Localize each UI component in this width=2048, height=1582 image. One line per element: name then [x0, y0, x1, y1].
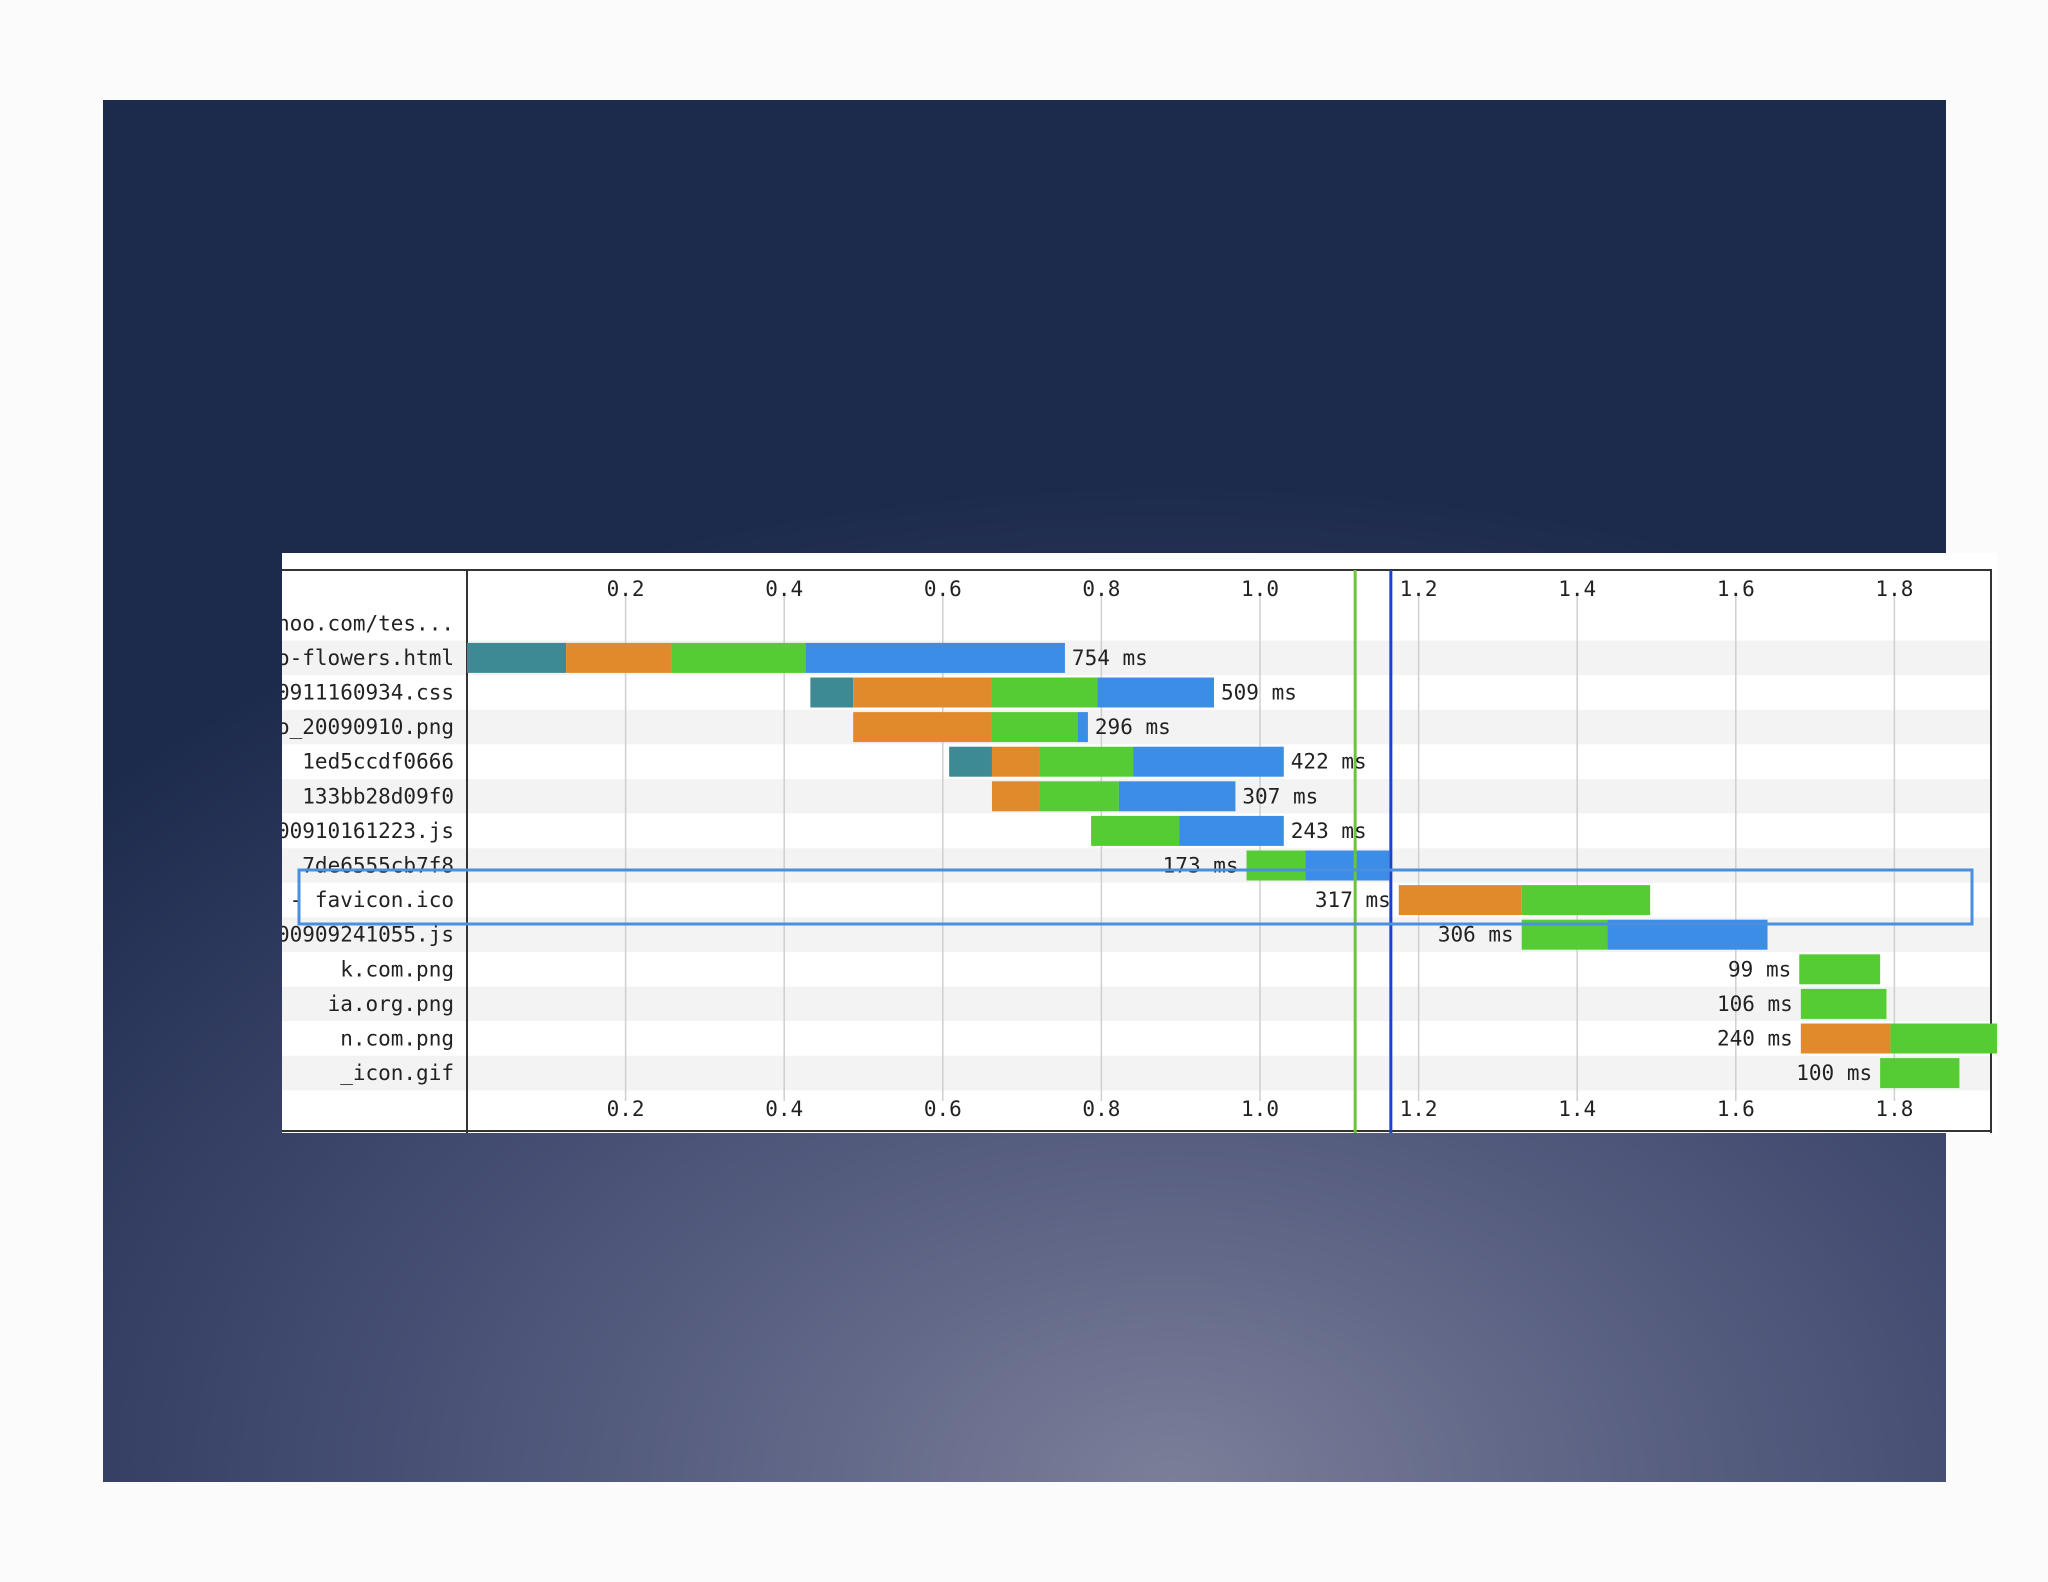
duration-label: 99 ms: [1728, 957, 1791, 981]
request-label[interactable]: k.com.png: [340, 957, 454, 981]
bar-segment-connect: [1800, 1023, 1891, 1054]
bar-segment-dns: [949, 746, 992, 777]
request-label[interactable]: 7de6555cb7f8: [302, 854, 454, 878]
request-label[interactable]: 133bb28d09f0: [302, 784, 454, 808]
axis-tick-label: 1.6: [1717, 577, 1755, 601]
request-label[interactable]: o-flowers.html: [282, 646, 454, 670]
bar-segment-download: [805, 642, 1065, 673]
bar-segment-connect: [1398, 885, 1522, 916]
duration-label: 754 ms: [1072, 646, 1148, 670]
bar-segment-dns: [467, 642, 567, 673]
row-background: [282, 848, 1992, 883]
request-label[interactable]: _icon.gif: [340, 1061, 454, 1085]
request-label[interactable]: hoo.com/tes...: [282, 611, 454, 635]
axis-tick-label: 0.6: [924, 1097, 962, 1121]
duration-label: 509 ms: [1221, 681, 1297, 705]
request-label[interactable]: 00909241055.js: [282, 923, 454, 947]
axis-tick-label: 0.6: [924, 577, 962, 601]
timing-markers: [1353, 570, 1393, 1133]
row-background: [282, 1055, 1992, 1091]
bar-segment-ttfb: [1246, 850, 1306, 881]
bar-segment-ttfb: [1800, 988, 1887, 1019]
bar-segment-ttfb: [991, 677, 1098, 708]
favicon-highlight-box: [297, 868, 1974, 926]
bar-segment-download: [1305, 850, 1390, 881]
axis-tick-label: 0.8: [1082, 1097, 1120, 1121]
duration-label: 307 ms: [1242, 784, 1318, 808]
row-background: [282, 986, 1992, 1022]
row-background: [282, 1021, 1992, 1056]
request-label[interactable]: 0911160934.css: [282, 681, 454, 705]
waterfall-svg: 0.2 0.4 0.6 0.8 1.0 1.2 1.4 1.6 1.8 0.2 0.4 0.6 0.8…: [282, 569, 1997, 1133]
bar-segment-connect: [991, 781, 1040, 812]
axis-tick-label: 1.0: [1241, 577, 1279, 601]
axis-tick-label: 1.6: [1717, 1097, 1755, 1121]
bar-segment-dns: [810, 677, 854, 708]
request-label[interactable]: ia.org.png: [328, 992, 454, 1016]
duration-labels: 754 ms 509 ms 296 ms 422 ms 307 ms 243 ms 173 …: [1072, 646, 1872, 1085]
request-label[interactable]: - favicon.ico: [290, 888, 454, 912]
bar-segment-connect: [853, 677, 992, 708]
request-label[interactable]: 00910161223.js: [282, 819, 454, 843]
row-background: [282, 882, 1992, 918]
bottom-axis-ticks: 0.2 0.4 0.6 0.8 1.0 1.2 1.4 1.6 1.8: [607, 1097, 1914, 1121]
request-label[interactable]: o_20090910.png: [282, 715, 454, 739]
axis-tick-label: 1.2: [1400, 1097, 1438, 1121]
bar-segment-ttfb: [1799, 954, 1881, 985]
axis-tick-label: 0.4: [765, 577, 803, 601]
axis-tick-label: 0.2: [607, 577, 645, 601]
axis-tick-label: 0.2: [607, 1097, 645, 1121]
axis-tick-label: 0.4: [765, 1097, 803, 1121]
bar-segment-connect: [566, 642, 672, 673]
duration-label: 317 ms: [1315, 888, 1391, 912]
bar-segment-ttfb: [1091, 815, 1180, 846]
duration-label: 296 ms: [1095, 715, 1171, 739]
axis-tick-label: 1.8: [1875, 577, 1913, 601]
bar-segment-ttfb: [1880, 1058, 1960, 1089]
axis-tick-label: 1.0: [1241, 1097, 1279, 1121]
duration-label: 240 ms: [1717, 1027, 1793, 1051]
duration-label: 106 ms: [1717, 992, 1793, 1016]
bar-segment-ttfb: [1890, 1023, 1997, 1054]
bar-segment-download: [1133, 746, 1284, 777]
request-labels: hoo.com/tes... o-flowers.html 0911160934.c…: [282, 611, 454, 1085]
axis-tick-label: 1.4: [1558, 1097, 1596, 1121]
bar-segment-ttfb: [991, 712, 1078, 743]
duration-label: 173 ms: [1163, 854, 1239, 878]
axis-tick-label: 0.8: [1082, 577, 1120, 601]
bar-segment-ttfb: [1521, 885, 1651, 916]
axis-tick-label: 1.8: [1875, 1097, 1913, 1121]
bar-segment-ttfb: [671, 642, 806, 673]
axis-tick-label: 1.4: [1558, 577, 1596, 601]
duration-label: 422 ms: [1291, 750, 1367, 774]
top-axis-ticks: 0.2 0.4 0.6 0.8 1.0 1.2 1.4 1.6 1.8: [607, 577, 1914, 601]
bar-segment-download: [1077, 712, 1088, 743]
row-background: [282, 606, 1992, 641]
duration-label: 100 ms: [1796, 1061, 1872, 1085]
request-bars: [467, 642, 1997, 1089]
bar-segment-connect: [853, 712, 992, 743]
request-label[interactable]: n.com.png: [340, 1027, 454, 1051]
bar-segment-download: [1179, 815, 1284, 846]
row-background: [282, 709, 1992, 745]
bar-segment-ttfb: [1039, 781, 1119, 812]
axis-tick-label: 1.2: [1400, 577, 1438, 601]
duration-label: 306 ms: [1438, 923, 1514, 947]
waterfall-chart: 0.2 0.4 0.6 0.8 1.0 1.2 1.4 1.6 1.8 0.2 0.4 0.6 0.8…: [282, 553, 1997, 1133]
bar-segment-download: [1097, 677, 1215, 708]
duration-label: 243 ms: [1291, 819, 1367, 843]
request-label[interactable]: 1ed5ccdf0666: [302, 750, 454, 774]
bar-segment-download: [1118, 781, 1236, 812]
slide-background: 0.2 0.4 0.6 0.8 1.0 1.2 1.4 1.6 1.8 0.2 0.4 0.6 0.8…: [103, 100, 1997, 1482]
bar-segment-ttfb: [1039, 746, 1134, 777]
bar-segment-connect: [991, 746, 1040, 777]
row-background: [282, 952, 1992, 987]
